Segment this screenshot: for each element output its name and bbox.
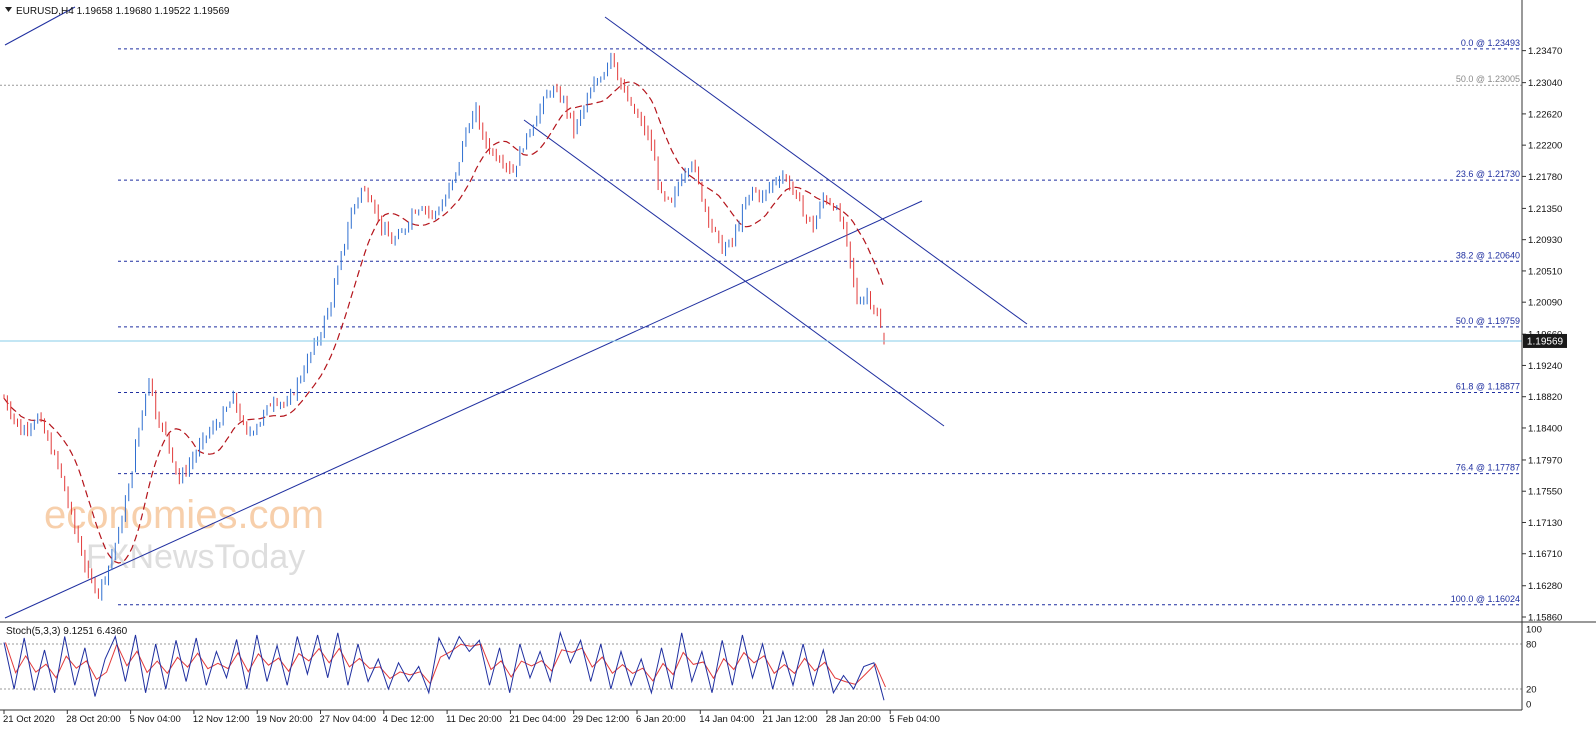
stoch-tick-label: 20 bbox=[1526, 685, 1537, 696]
time-tick-label: 28 Oct 20:00 bbox=[66, 714, 120, 725]
time-tick-label: 5 Feb 04:00 bbox=[889, 714, 940, 725]
price-tick-label: 1.20930 bbox=[1528, 235, 1562, 246]
time-tick-label: 21 Dec 04:00 bbox=[509, 714, 566, 725]
time-tick-label: 11 Dec 20:00 bbox=[446, 714, 502, 725]
moving-average bbox=[3, 81, 885, 564]
last-price-tag bbox=[1523, 333, 1567, 348]
time-tick-label: 14 Jan 04:00 bbox=[699, 714, 754, 725]
time-tick-label: 27 Nov 04:00 bbox=[320, 714, 377, 725]
time-axis: 21 Oct 2020 28 Oct 20:00 5 Nov 04:00 12 Nov… bbox=[3, 710, 940, 725]
price-tick-label: 1.23470 bbox=[1528, 46, 1562, 57]
last-price-label: 1.19569 bbox=[1527, 336, 1564, 347]
price-tick-label: 1.20510 bbox=[1528, 266, 1562, 277]
collapse-arrow-icon[interactable] bbox=[5, 7, 12, 12]
time-tick-label: 19 Nov 20:00 bbox=[256, 714, 313, 725]
price-candles bbox=[3, 52, 885, 601]
time-tick-label: 29 Dec 12:00 bbox=[573, 714, 630, 725]
stoch-tick-label: 0 bbox=[1526, 700, 1531, 711]
time-tick-label: 28 Jan 20:00 bbox=[826, 714, 881, 725]
price-tick-label: 1.15860 bbox=[1528, 613, 1562, 624]
fib-level-label: 100.0 @ 1.16024 bbox=[1451, 594, 1520, 604]
channel-upper-line[interactable] bbox=[604, 16, 1028, 325]
price-tick-label: 1.23040 bbox=[1528, 78, 1562, 89]
moving-average-line bbox=[3, 81, 885, 564]
stochastic-axis: 100 80 20 0 bbox=[1521, 623, 1542, 711]
time-tick-label: 12 Nov 12:00 bbox=[193, 714, 250, 725]
price-tick-label: 1.17550 bbox=[1528, 487, 1562, 498]
price-tick-label: 1.16710 bbox=[1528, 549, 1562, 560]
watermark: economies.com FXNewsToday bbox=[44, 493, 324, 576]
fibonacci-levels: 0.0 @ 1.23493 50.0 @ 1.23005 23.6 @ 1.2173… bbox=[0, 38, 1522, 606]
time-tick-label: 21 Oct 2020 bbox=[3, 714, 55, 725]
time-tick-label: 6 Jan 20:00 bbox=[636, 714, 686, 725]
price-tick-label: 1.18820 bbox=[1528, 392, 1562, 403]
price-tick-label: 1.17970 bbox=[1528, 455, 1562, 466]
price-tick-label: 1.20090 bbox=[1528, 298, 1562, 309]
price-tick-label: 1.22620 bbox=[1528, 109, 1562, 120]
price-tick-label: 1.19240 bbox=[1528, 361, 1562, 372]
fib-level-label: 61.8 @ 1.18877 bbox=[1456, 381, 1520, 391]
fib-level-label: 50.0 @ 1.23005 bbox=[1456, 74, 1520, 84]
channel-lower-line[interactable] bbox=[523, 119, 945, 427]
watermark-brand: economies.com bbox=[44, 493, 324, 537]
price-tick-label: 1.22200 bbox=[1528, 141, 1562, 152]
time-tick-label: 4 Dec 12:00 bbox=[383, 714, 434, 725]
fib-level-label: 0.0 @ 1.23493 bbox=[1461, 38, 1520, 48]
price-tick-label: 1.18400 bbox=[1528, 423, 1562, 434]
time-tick-label: 21 Jan 12:00 bbox=[763, 714, 818, 725]
watermark-fxnewstoday: FXNewsToday bbox=[86, 538, 305, 576]
price-tick-label: 1.17130 bbox=[1528, 518, 1562, 529]
fib-level-label: 76.4 @ 1.17787 bbox=[1456, 463, 1520, 473]
stoch-tick-label: 80 bbox=[1526, 640, 1537, 651]
fib-level-label: 50.0 @ 1.19759 bbox=[1456, 316, 1520, 326]
header: EURUSD,H4 1.19658 1.19680 1.19522 1.1956… bbox=[5, 6, 230, 17]
stoch-main-line bbox=[3, 630, 885, 701]
trendlines[interactable] bbox=[4, 6, 1028, 619]
fib-level-label: 23.6 @ 1.21730 bbox=[1456, 169, 1520, 179]
stochastic-label: Stoch(5,3,3) 9.1251 6.4360 bbox=[6, 626, 128, 637]
stochastic-panel bbox=[0, 630, 1522, 701]
price-tick-label: 1.16280 bbox=[1528, 581, 1562, 592]
fib-level-label: 38.2 @ 1.20640 bbox=[1456, 250, 1520, 260]
stoch-tick-label: 100 bbox=[1526, 625, 1542, 636]
stoch-signal-line bbox=[5, 642, 886, 688]
price-tick-label: 1.21780 bbox=[1528, 172, 1562, 183]
price-tick-label: 1.21350 bbox=[1528, 204, 1562, 215]
ascending-trendline[interactable] bbox=[4, 200, 923, 619]
time-tick-label: 5 Nov 04:00 bbox=[130, 714, 181, 725]
upper-left-trendline[interactable] bbox=[4, 6, 76, 46]
symbol-ohlc-line: EURUSD,H4 1.19658 1.19680 1.19522 1.1956… bbox=[16, 6, 230, 17]
